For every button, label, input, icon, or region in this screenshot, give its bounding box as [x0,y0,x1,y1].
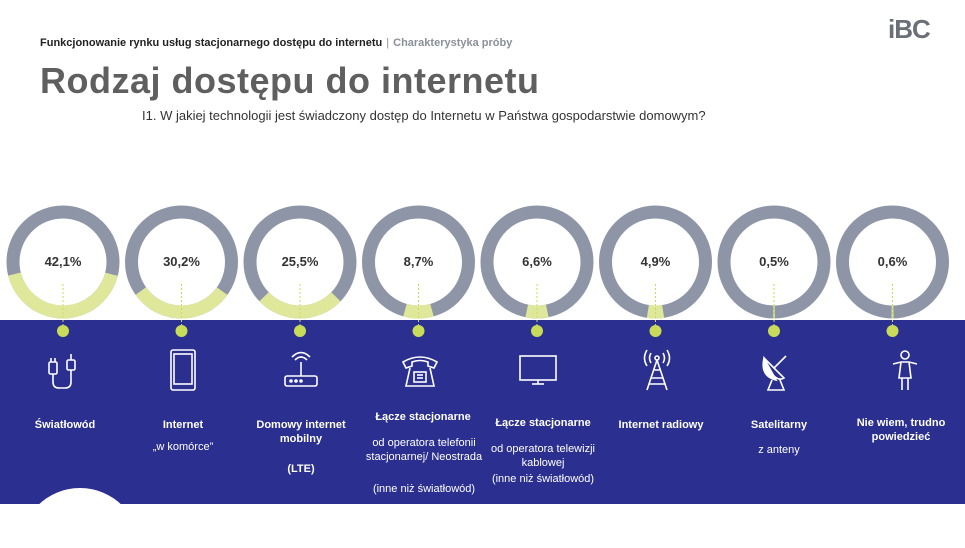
donut-slice [6,205,120,319]
router-icon [281,348,321,392]
value-label: 4,9% [641,254,671,269]
radio-tower-icon [637,348,677,392]
value-label: 8,7% [404,254,434,269]
page-title: Rodzaj dostępu do internetu [40,60,540,101]
satellite-dish-icon [756,348,796,392]
header: Funkcjonowanie rynku usług stacjonarnego… [40,37,512,49]
marker-dot [57,325,69,337]
label-swiatlowod: Światłowód [34,419,96,431]
value-label: 6,6% [522,254,552,269]
marker-dot [531,325,543,337]
question-text: I1. W jakiej technologii jest świadczony… [142,108,706,123]
note-inne-2: (inne niż światłowód) [491,473,595,485]
value-label: 0,5% [759,254,789,269]
marker-dot [175,325,188,337]
tv-icon [518,348,558,392]
ibc-logo: iBC [888,14,931,44]
marker-dot [649,325,662,337]
value-label: 42,1% [45,254,82,269]
donut-slice [717,205,831,319]
marker-dot [412,325,425,337]
label-lacze-stacjonarne-1: Łącze stacjonarne [375,411,471,423]
header-title: Funkcjonowanie rynku usług stacjonarnego… [40,37,383,49]
marker-dot [294,325,306,337]
marker-dot [768,325,780,337]
label-domowy-internet: Domowy internet mobilny [256,419,346,445]
person-icon [885,348,925,392]
label-lacze-stacjonarne-2: Łącze stacjonarne [495,417,591,429]
note-inne-1: (inne niż światłowód) [372,483,476,495]
header-separator: | [386,37,390,49]
telephone-icon [400,348,440,392]
donut-chart: 42,1% 30,2% 25,5% 8,7% 6,6% 4,9% 0,5% 0,6% [6,205,949,337]
cable-icon [45,348,85,392]
marker-dot [886,325,899,337]
donut-slice [125,205,238,319]
label-internet: Internet [162,419,204,431]
label-nie-wiem: Nie wiem, trudno powiedzieć [856,417,946,443]
blue-band [0,320,965,504]
sublabel-w-komorce: „w komórce” [152,441,214,453]
sublabel-operator-telefonii: od operatora telefonii stacjonarnej/ Neo… [365,437,483,463]
label-satelitarny: Satelitarny [750,419,808,431]
sublabel-lte: (LTE) [287,463,315,475]
label-internet-radiowy: Internet radiowy [618,419,704,431]
smartphone-icon [163,348,203,392]
value-label: 25,5% [282,254,319,269]
header-subtitle: Charakterystyka próby [393,37,513,49]
value-label: 30,2% [163,254,200,269]
sublabel-z-anteny: z anteny [758,444,800,456]
donut-slice [243,205,357,319]
donut-slice [362,205,475,319]
value-label: 0,6% [878,254,908,269]
sublabel-operator-telewizji: od operatora telewizji kablowej [491,443,595,469]
